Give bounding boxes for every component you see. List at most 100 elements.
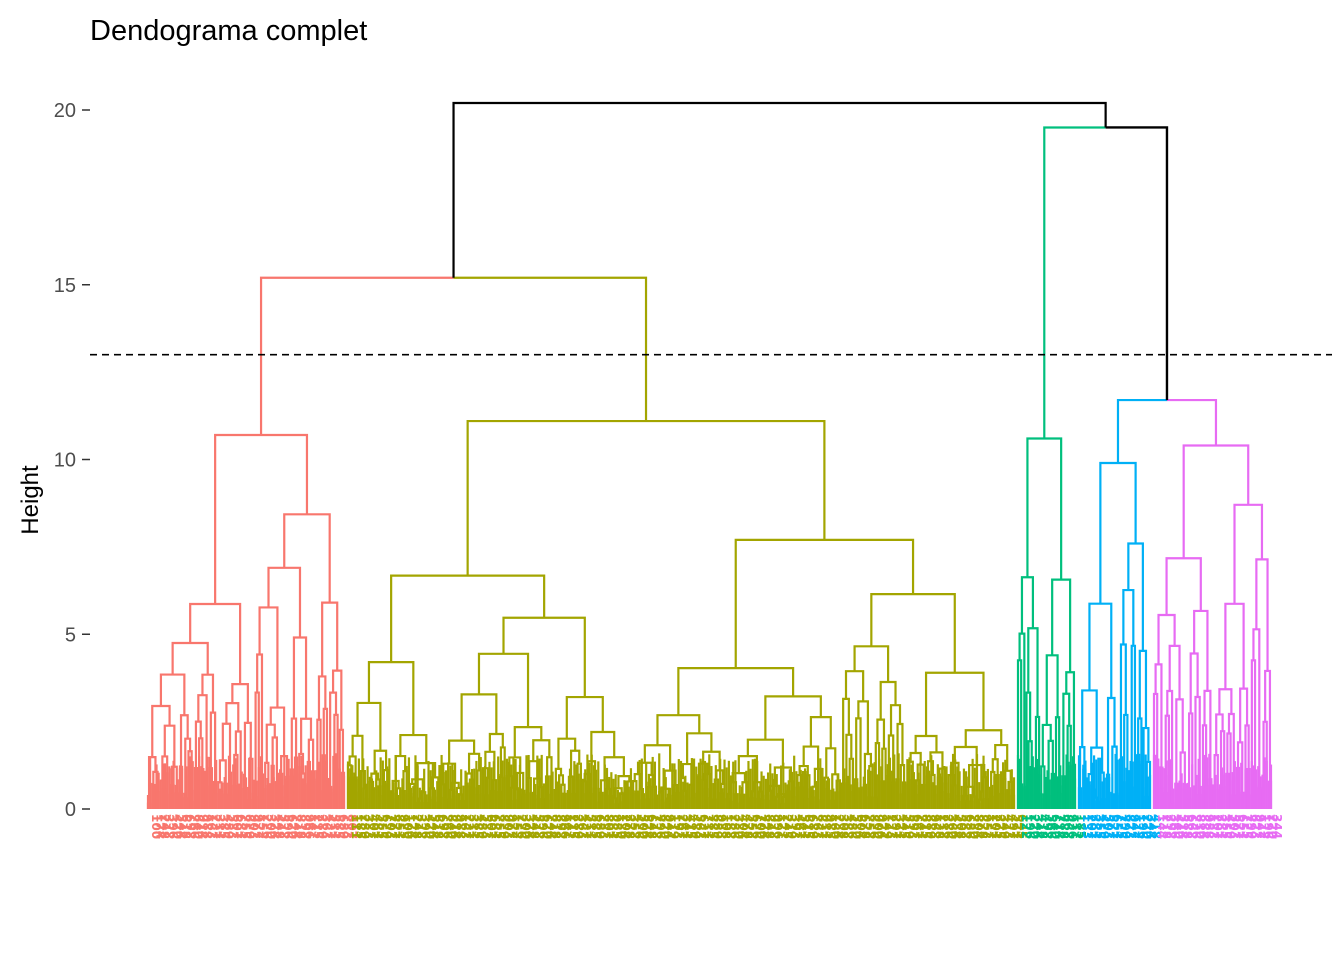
leaf-label: 618: [432, 814, 446, 839]
leaf-label: 122: [1257, 814, 1271, 839]
leaf-label: 659: [336, 814, 350, 839]
branch: [760, 799, 765, 809]
branch: [565, 695, 604, 739]
branch: [943, 782, 948, 809]
branch: [796, 773, 803, 788]
branch: [646, 786, 652, 809]
branch: [1186, 798, 1192, 809]
leaf-label: 111: [1070, 814, 1084, 839]
branch: [786, 790, 791, 809]
leaf-label: 511: [328, 814, 342, 839]
branch: [430, 776, 440, 803]
leaf-label: 815: [919, 814, 933, 839]
branch: [592, 787, 598, 809]
leaf-label: 689: [806, 814, 820, 839]
branch: [712, 798, 717, 809]
branch: [1208, 778, 1213, 809]
leaf-label: 626: [749, 814, 763, 839]
leaf-label: 604: [854, 814, 868, 839]
leaf-label: 818: [294, 814, 308, 839]
merge-branch: [1105, 126, 1169, 401]
branch: [713, 778, 720, 809]
branch: [247, 798, 252, 809]
branch: [681, 762, 693, 785]
branch: [174, 792, 179, 809]
leaf-label: 341: [680, 814, 694, 839]
branch: [604, 787, 612, 797]
leaf-label: 914: [196, 814, 210, 839]
branch: [485, 776, 491, 809]
branch: [540, 798, 545, 809]
leaf-label: 744: [545, 814, 559, 839]
branch: [1025, 691, 1032, 809]
leaf-label: 733: [341, 814, 355, 839]
leaf-label: 248: [158, 814, 172, 839]
branch: [1027, 627, 1039, 717]
leaf-label: 371: [893, 814, 907, 839]
branch: [656, 714, 701, 746]
branch: [411, 778, 424, 793]
leaf-label: 925: [397, 814, 411, 839]
branch: [1182, 783, 1188, 809]
leaf-label: 418: [1149, 814, 1163, 839]
leaf-label: 423: [1002, 814, 1016, 839]
branch: [1105, 773, 1111, 809]
branch: [357, 791, 363, 809]
leaf-label: 508: [954, 814, 968, 839]
branch: [225, 702, 240, 732]
branch: [1252, 628, 1261, 789]
branch: [914, 734, 938, 753]
branch: [442, 796, 448, 809]
branch: [825, 747, 837, 778]
leaf-label: 108: [719, 814, 733, 839]
branch: [651, 785, 658, 809]
leaf-label: 300: [519, 814, 533, 839]
leaf-label: 651: [1236, 814, 1250, 839]
leaf-label: 470: [423, 814, 437, 839]
branch: [645, 798, 650, 809]
branch: [1123, 713, 1129, 809]
branch: [332, 755, 337, 809]
branch: [1257, 787, 1262, 809]
leaf-label: 445: [897, 814, 911, 839]
leaf-label: 607: [230, 814, 244, 839]
leaf-label: 360: [945, 814, 959, 839]
leaf-label: 174: [153, 814, 167, 839]
branch: [757, 790, 764, 801]
leaf-label: 374: [523, 814, 537, 839]
leaf-label: 281: [1215, 814, 1229, 839]
branch: [814, 800, 820, 809]
branch: [316, 718, 322, 809]
branch: [867, 796, 872, 809]
leaf-label: 289: [571, 814, 585, 839]
leaf-label: 807: [601, 814, 615, 839]
leaf-label: 774: [758, 814, 772, 839]
branch: [756, 797, 761, 809]
branch: [1127, 542, 1144, 651]
leaf-label: 514: [1176, 814, 1190, 839]
branch: [477, 652, 530, 728]
leaf-label: 577: [1232, 814, 1246, 839]
branch: [1219, 730, 1226, 809]
leaf-label: 566: [1044, 814, 1058, 839]
branch: [621, 801, 626, 809]
branch: [682, 789, 688, 809]
leaf-label: 681: [488, 814, 502, 839]
branch: [799, 786, 804, 809]
leaf-label: 355: [1219, 814, 1233, 839]
y-tick-label: 15: [54, 275, 76, 297]
branch: [227, 794, 233, 809]
branch: [278, 772, 284, 809]
branch: [769, 799, 774, 809]
branch: [588, 792, 593, 809]
branch: [468, 778, 475, 809]
branch: [1169, 802, 1175, 809]
branch: [513, 726, 543, 758]
branch: [1203, 784, 1209, 809]
leaf-label: 799: [1244, 814, 1258, 839]
y-axis-title: Height: [17, 465, 44, 535]
leaf-label: 223: [884, 814, 898, 839]
dendrogram-branches: [146, 101, 1273, 809]
branch: [566, 789, 572, 809]
leaf-label: 322: [162, 814, 176, 839]
